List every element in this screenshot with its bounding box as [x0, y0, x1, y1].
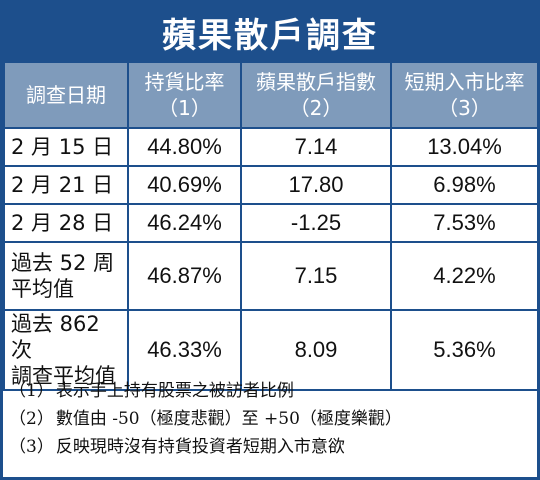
footnote-text: 反映現時沒有持貨投資者短期入市意欲 — [55, 437, 345, 457]
footnotes: （1） 表示手上持有股票之被訪者比例 （2） 數值由 -50（極度悲觀）至 +50（… — [9, 377, 533, 461]
header-label: 蘋果散戶指數 — [256, 70, 376, 94]
index-cell: -1.25 — [240, 203, 392, 243]
header-index: 蘋果散戶指數 （2） — [240, 61, 392, 129]
date-text: 2 月 21 日 — [11, 173, 114, 197]
table-row: 過去 862 次 調查平均值 46.33% 8.09 5.36% — [3, 309, 539, 391]
footnote-number: （2） — [9, 409, 54, 429]
ratio-cell: 46.24% — [127, 203, 242, 243]
short-cell: 4.22% — [390, 241, 539, 311]
footnote: （3） 反映現時沒有持貨投資者短期入市意欲 — [9, 433, 533, 461]
index-cell: 7.14 — [240, 127, 392, 167]
footnote-text: 數值由 -50（極度悲觀）至 +50（極度樂觀） — [55, 409, 402, 429]
date-text: 過去 52 周 — [11, 251, 115, 275]
table-row: 2 月 15 日 44.80% 7.14 13.04% — [3, 127, 539, 167]
table-row: 2 月 21 日 40.69% 17.80 6.98% — [3, 165, 539, 205]
ratio-cell: 46.87% — [127, 241, 242, 311]
footnote-number: （1） — [9, 381, 54, 401]
date-cell: 過去 52 周 平均值 — [3, 241, 129, 311]
footnote: （1） 表示手上持有股票之被訪者比例 — [9, 377, 533, 405]
footnote-text: 表示手上持有股票之被訪者比例 — [55, 381, 294, 401]
ratio-cell: 40.69% — [127, 165, 242, 205]
short-cell: 7.53% — [390, 203, 539, 243]
header-label: 持貨比率 — [144, 70, 225, 94]
header-label: 調查日期 — [26, 83, 106, 107]
header-note-ref: （3） — [438, 96, 491, 120]
footnote-number: （3） — [9, 437, 54, 457]
date-text: 過去 862 次 — [11, 312, 100, 362]
index-cell: 17.80 — [240, 165, 392, 205]
table-row: 過去 52 周 平均值 46.87% 7.15 4.22% — [3, 241, 539, 311]
short-cell: 6.98% — [390, 165, 539, 205]
footnote: （2） 數值由 -50（極度悲觀）至 +50（極度樂觀） — [9, 405, 533, 433]
date-cell: 2 月 28 日 — [3, 203, 129, 243]
index-cell: 7.15 — [240, 241, 392, 311]
ratio-cell: 46.33% — [127, 309, 242, 391]
date-text: 平均值 — [11, 277, 74, 301]
date-cell: 2 月 21 日 — [3, 165, 129, 205]
header-short: 短期入市比率 （3） — [390, 61, 539, 129]
header-note-ref: （2） — [289, 96, 343, 120]
date-text: 2 月 28 日 — [11, 211, 114, 235]
page-title: 蘋果散戶調查 — [3, 3, 537, 61]
date-cell: 過去 862 次 調查平均值 — [3, 309, 129, 391]
index-cell: 8.09 — [240, 309, 392, 391]
ratio-cell: 44.80% — [127, 127, 242, 167]
header-date: 調查日期 — [3, 61, 129, 129]
date-cell: 2 月 15 日 — [3, 127, 129, 167]
header-label: 短期入市比率 — [404, 70, 525, 94]
short-cell: 13.04% — [390, 127, 539, 167]
header-ratio: 持貨比率 （1） — [127, 61, 242, 129]
short-cell: 5.36% — [390, 309, 539, 391]
date-text: 調查平均值 — [11, 364, 116, 388]
table-row: 2 月 28 日 46.24% -1.25 7.53% — [3, 203, 539, 243]
date-text: 2 月 15 日 — [11, 135, 114, 159]
header-note-ref: （1） — [158, 96, 211, 120]
survey-table: 調查日期 持貨比率 （1） 蘋果散戶指數 （2） 短期入市比率 （3） 2 月 … — [3, 61, 539, 391]
table-header-row: 調查日期 持貨比率 （1） 蘋果散戶指數 （2） 短期入市比率 （3） — [3, 61, 539, 129]
